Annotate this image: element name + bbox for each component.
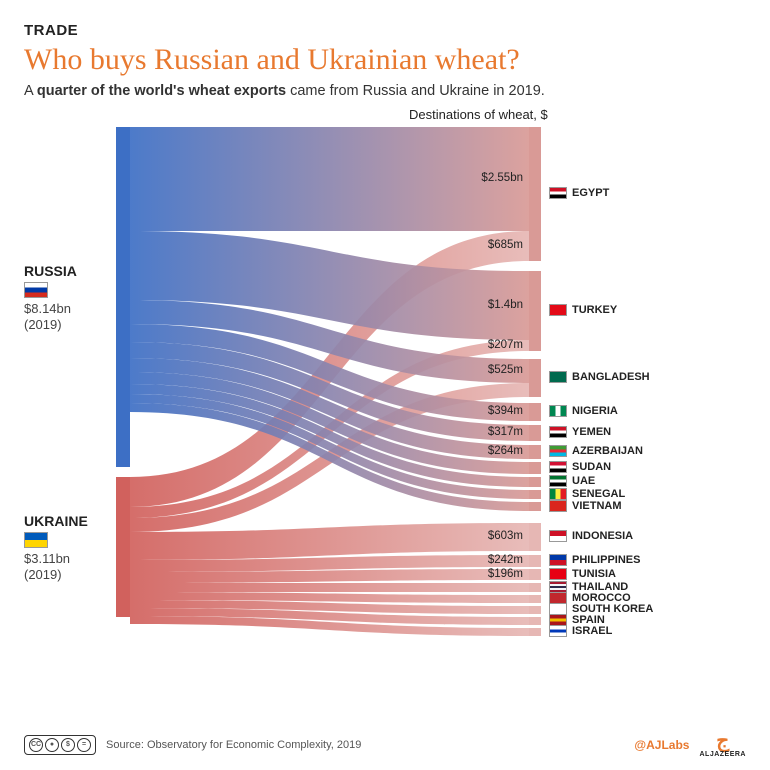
- dest-label-vietnam: VIETNAM: [549, 500, 622, 512]
- dest-name: BANGLADESH: [572, 371, 650, 383]
- dest-name: UAE: [572, 475, 595, 487]
- dest-label-indonesia: INDONESIA: [549, 530, 633, 542]
- kicker: TRADE: [24, 22, 746, 39]
- subtitle: A quarter of the world's wheat exports c…: [24, 83, 746, 99]
- dest-node-yemen: [529, 425, 541, 441]
- value-label: $394m: [469, 405, 523, 417]
- dest-name: NIGERIA: [572, 405, 618, 417]
- egypt-flag-icon: [549, 187, 567, 199]
- nigeria-flag-icon: [549, 405, 567, 417]
- dest-node-tunisia: [529, 569, 541, 580]
- indonesia-flag-icon: [549, 530, 567, 542]
- axis-title: Destinations of wheat, $: [409, 107, 548, 122]
- dest-node-thailand: [529, 583, 541, 592]
- dest-node-senegal: [529, 490, 541, 499]
- dest-node-israel: [529, 628, 541, 636]
- dest-name: AZERBAIJAN: [572, 445, 643, 457]
- dest-node-vietnam: [529, 502, 541, 511]
- value-label: $1.4bn: [469, 299, 523, 311]
- dest-node-sudan: [529, 462, 541, 474]
- dest-label-tunisia: TUNISIA: [549, 568, 616, 580]
- sudan-flag-icon: [549, 461, 567, 473]
- yemen-flag-icon: [549, 426, 567, 438]
- dest-name: ISRAEL: [572, 625, 612, 637]
- aljazeera-logo: ج ALJAZEERA: [699, 731, 746, 758]
- source-credit: Source: Observatory for Economic Complex…: [106, 739, 361, 751]
- dest-node-philippines: [529, 555, 541, 567]
- dest-label-yemen: YEMEN: [549, 426, 611, 438]
- dest-label-nigeria: NIGERIA: [549, 405, 618, 417]
- source-node-russia: [116, 127, 130, 467]
- senegal-flag-icon: [549, 488, 567, 500]
- tunisia-flag-icon: [549, 568, 567, 580]
- value-label: $264m: [469, 445, 523, 457]
- social-handle: @AJLabs: [634, 738, 689, 752]
- source-label-ukraine: UKRAINE$3.11bn(2019): [24, 513, 110, 584]
- dest-name: EGYPT: [572, 187, 609, 199]
- turkey-flag-icon: [549, 304, 567, 316]
- dest-label-azerbaijan: AZERBAIJAN: [549, 445, 643, 457]
- dest-name: SUDAN: [572, 461, 611, 473]
- dest-node-indonesia: [529, 523, 541, 551]
- vietnam-flag-icon: [549, 500, 567, 512]
- dest-label-bangladesh: BANGLADESH: [549, 371, 650, 383]
- thailand-flag-icon: [549, 581, 567, 593]
- dest-node-bangladesh: [529, 359, 541, 397]
- sankey-chart: Destinations of wheat, $ RUSSIA$8.14bn(20…: [24, 107, 746, 697]
- israel-flag-icon: [549, 625, 567, 637]
- ukraine-flag-icon: [24, 532, 48, 548]
- value-label: $685m: [469, 239, 523, 251]
- dest-label-turkey: TURKEY: [549, 304, 617, 316]
- dest-label-philippines: PHILIPPINES: [549, 554, 640, 566]
- flow-ukraine-to-thailand: [130, 583, 529, 592]
- dest-node-egypt: [529, 127, 541, 261]
- dest-node-south-korea: [529, 606, 541, 614]
- dest-name: PHILIPPINES: [572, 554, 640, 566]
- dest-node-spain: [529, 617, 541, 625]
- dest-name: INDONESIA: [572, 530, 633, 542]
- philippines-flag-icon: [549, 554, 567, 566]
- source-node-ukraine: [116, 477, 130, 617]
- dest-node-nigeria: [529, 403, 541, 421]
- value-label: $603m: [469, 530, 523, 542]
- dest-label-senegal: SENEGAL: [549, 488, 625, 500]
- page-title: Who buys Russian and Ukrainian wheat?: [24, 43, 746, 77]
- subtitle-pre: A: [24, 83, 37, 99]
- dest-name: YEMEN: [572, 426, 611, 438]
- azerbaijan-flag-icon: [549, 445, 567, 457]
- bangladesh-flag-icon: [549, 371, 567, 383]
- dest-node-azerbaijan: [529, 445, 541, 459]
- dest-label-thailand: THAILAND: [549, 581, 628, 593]
- value-label: $242m: [469, 554, 523, 566]
- cc-license-icon: CC●$=: [24, 735, 96, 755]
- dest-node-morocco: [529, 595, 541, 603]
- dest-label-israel: ISRAEL: [549, 625, 612, 637]
- subtitle-bold: quarter of the world's wheat exports: [37, 83, 286, 99]
- value-label: $207m: [469, 339, 523, 351]
- dest-node-uae: [529, 477, 541, 487]
- value-label: $525m: [469, 364, 523, 376]
- uae-flag-icon: [549, 475, 567, 487]
- dest-name: TUNISIA: [572, 568, 616, 580]
- dest-node-turkey: [529, 271, 541, 351]
- dest-name: THAILAND: [572, 581, 628, 593]
- russia-flag-icon: [24, 282, 48, 298]
- dest-label-uae: UAE: [549, 475, 595, 487]
- dest-label-egypt: EGYPT: [549, 187, 609, 199]
- footer: CC●$= Source: Observatory for Economic C…: [24, 731, 746, 758]
- dest-name: VIETNAM: [572, 500, 622, 512]
- dest-name: TURKEY: [572, 304, 617, 316]
- value-label: $317m: [469, 426, 523, 438]
- value-label: $2.55bn: [469, 172, 523, 184]
- source-label-russia: RUSSIA$8.14bn(2019): [24, 263, 110, 334]
- subtitle-post: came from Russia and Ukraine in 2019.: [286, 83, 545, 99]
- value-label: $196m: [469, 568, 523, 580]
- dest-name: SENEGAL: [572, 488, 625, 500]
- dest-label-sudan: SUDAN: [549, 461, 611, 473]
